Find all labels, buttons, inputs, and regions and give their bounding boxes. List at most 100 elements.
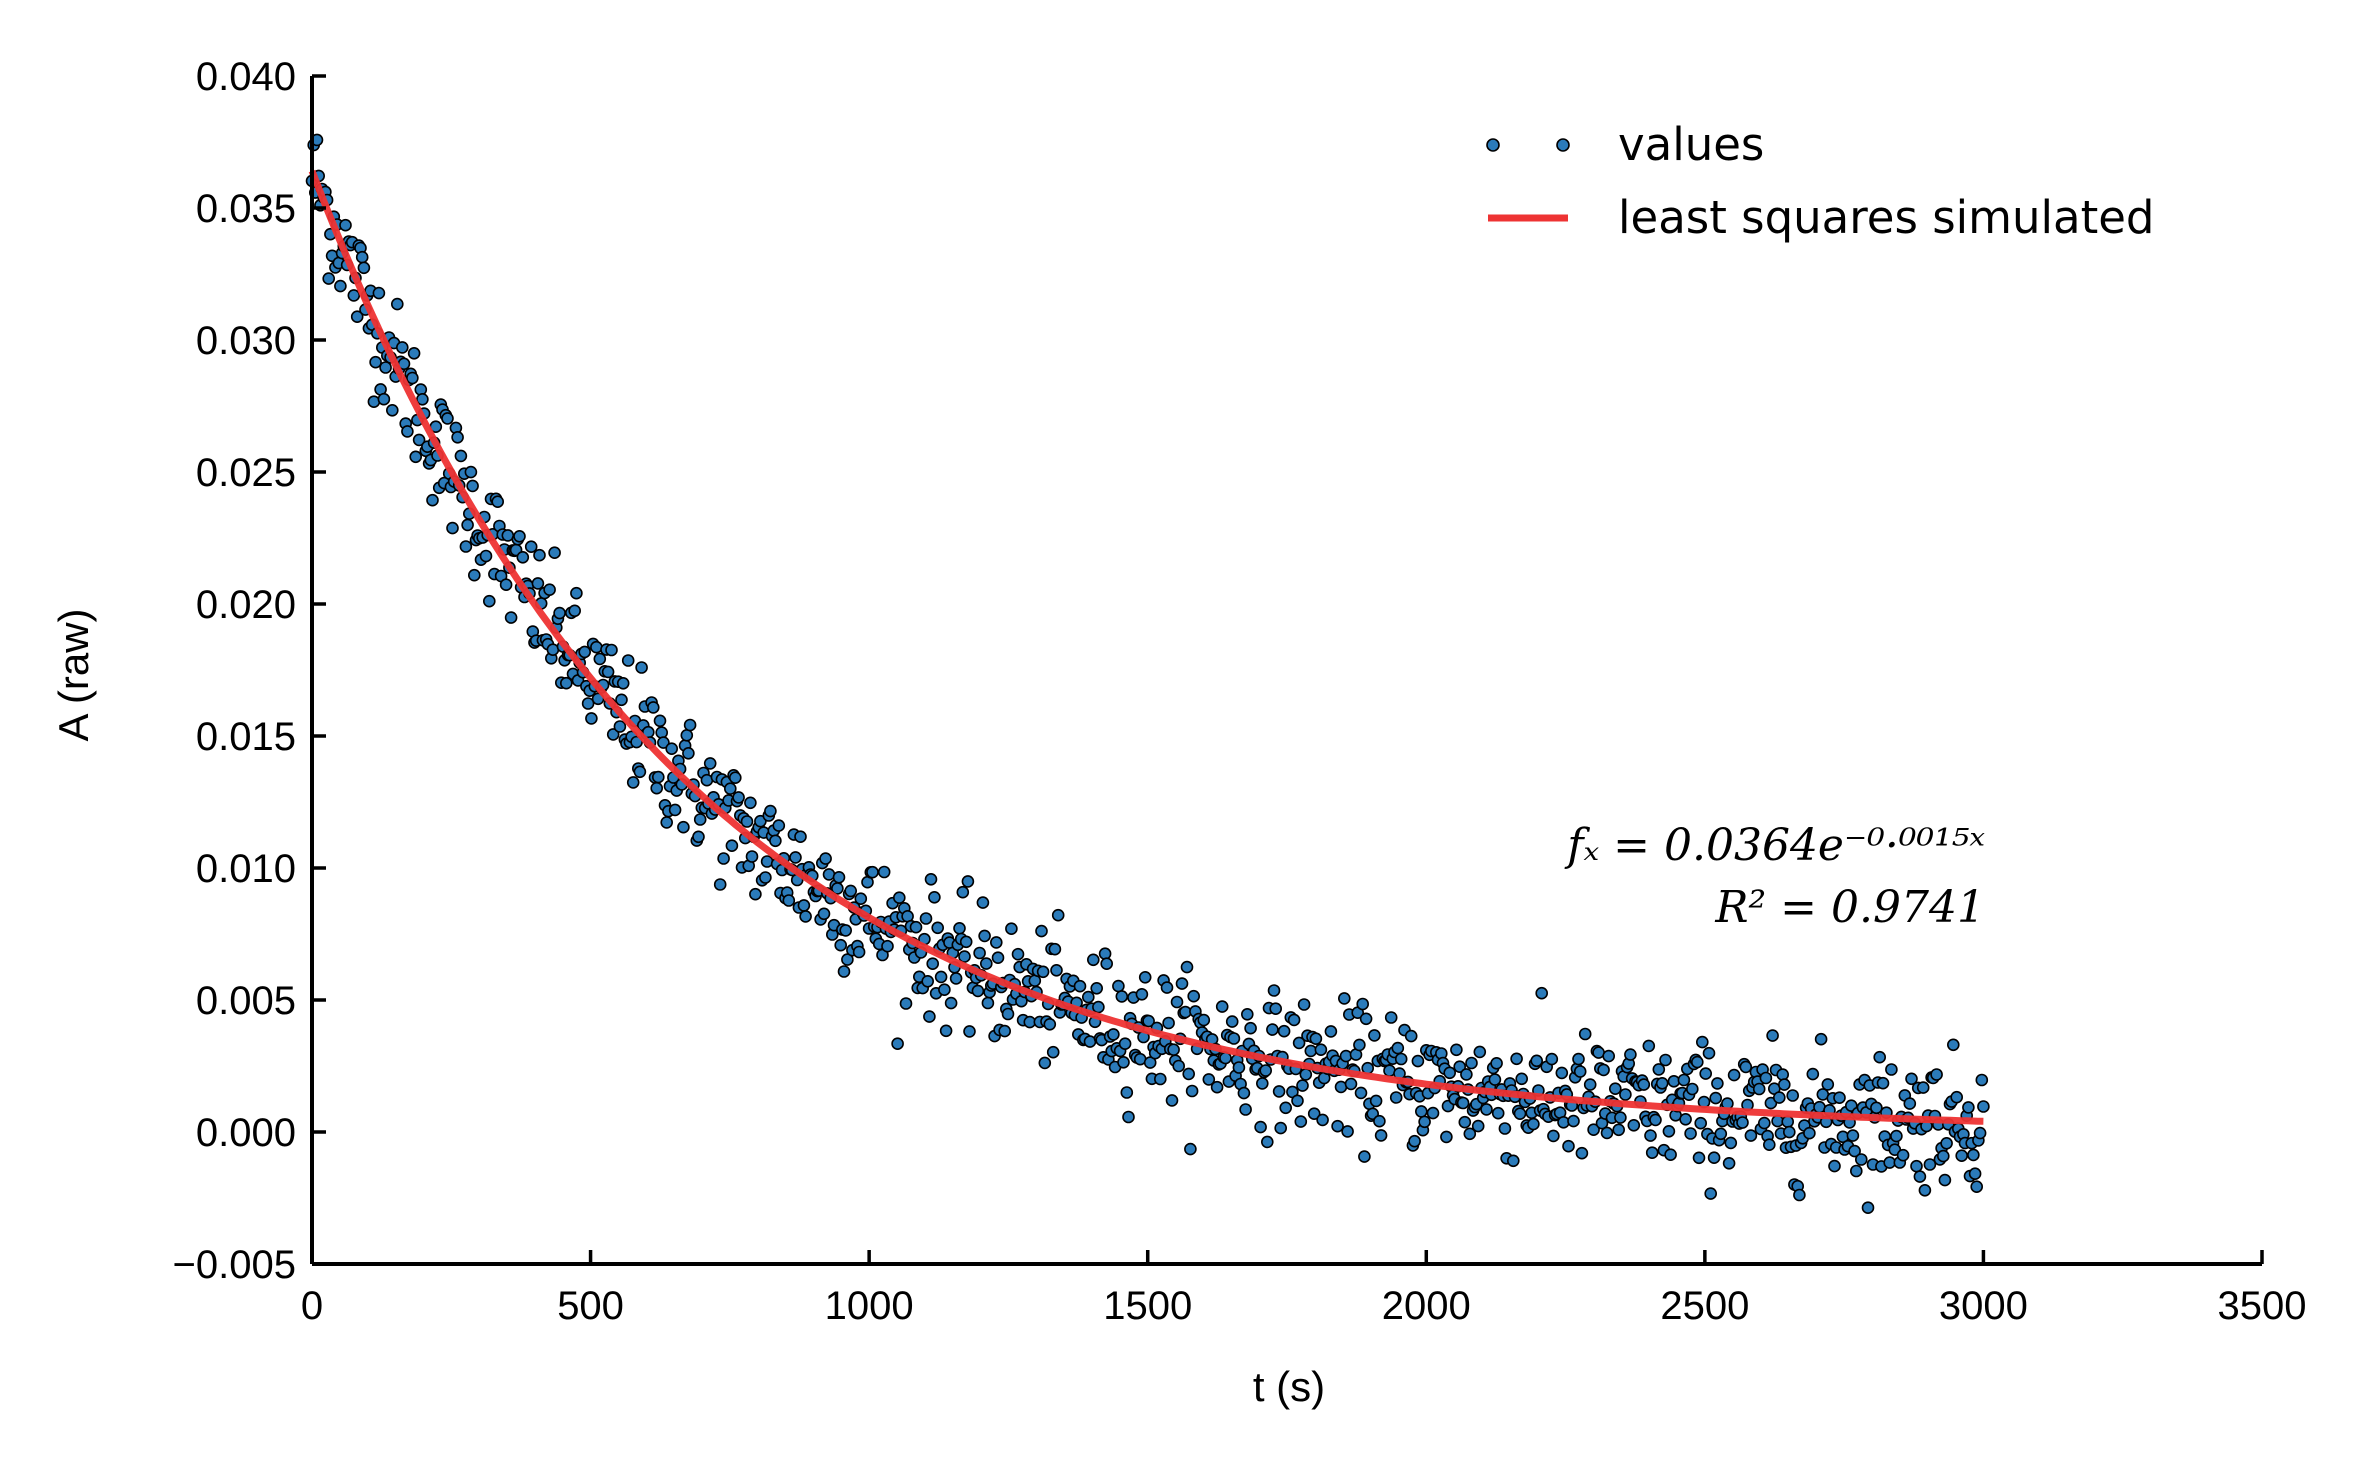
data-point [1885,1063,1898,1076]
data-point [630,735,643,749]
data-point [1649,1113,1662,1127]
data-point [1686,1082,1699,1096]
data-point [464,465,478,479]
data-point [1170,995,1184,1009]
data-point [459,540,473,553]
y-tick-label: 0.015 [196,715,296,759]
data-point [1087,953,1100,967]
data-point [543,583,556,597]
data-point [866,865,879,879]
data-point [1005,922,1018,936]
data-point [1535,986,1548,1000]
data-point [1291,1094,1304,1108]
data-point [548,546,561,560]
data-point [1241,1007,1254,1021]
data-point [1202,1073,1216,1086]
data-point [1180,960,1194,974]
data-point [1418,1115,1431,1129]
data-point [1269,1002,1282,1016]
data-point [1480,1103,1493,1116]
data-point [1896,1148,1910,1162]
data-point [769,834,782,848]
x-tick-label: 3500 [2218,1284,2307,1328]
data-point [385,403,399,417]
data-point [981,996,995,1010]
data-point [1090,981,1103,995]
data-point [1115,990,1129,1003]
data-point [963,1025,976,1038]
x-tick-label: 2500 [1660,1284,1749,1328]
data-point [665,742,679,756]
data-point [467,568,481,582]
data-point [1793,1188,1806,1202]
data-point [841,953,854,966]
data-point [1547,1129,1560,1143]
data-point [1408,1134,1421,1148]
legend-label-fit: least squares simulated [1618,191,2154,244]
data-point [570,586,583,600]
data-point [938,983,951,997]
data-point [1314,1043,1328,1056]
data-point [1184,1142,1197,1156]
data-point [646,701,660,714]
data-point [516,550,530,564]
data-point [1339,1049,1353,1063]
data-point [1515,1072,1528,1086]
data-point [971,984,985,998]
data-point [1187,989,1200,1003]
data-point [655,726,669,739]
data-point [1699,1067,1712,1080]
data-point [1011,947,1025,961]
data-point [683,718,697,732]
data-point [1266,1023,1279,1036]
data-point [1443,1066,1456,1080]
data-point [1714,1127,1728,1141]
x-tick-label: 1500 [1103,1284,1192,1328]
data-point [740,815,754,828]
y-tick-label: 0.035 [196,187,296,231]
data-point [406,371,419,385]
data-point [1530,1054,1543,1068]
data-point [881,939,894,953]
data-point [1051,908,1065,922]
data-point [1545,1052,1559,1066]
data-point [1046,1045,1060,1059]
data-point [1637,1078,1651,1091]
data-point [680,728,694,742]
data-point [1225,1015,1239,1028]
data-point [369,355,382,369]
data-point [524,540,538,554]
data-point [1453,1060,1466,1073]
data-point [745,850,759,863]
data-point [919,912,933,925]
data-point [1142,1014,1155,1028]
data-point [660,816,674,829]
data-point [1507,1154,1520,1168]
data-point [1736,1116,1749,1129]
data-point [839,924,853,937]
data-point [1692,1151,1706,1165]
data-point [650,781,664,795]
data-point [1679,1113,1692,1126]
data-point [877,865,891,879]
data-point [1353,1038,1366,1052]
data-point [1850,1164,1863,1178]
data-point [693,813,707,826]
data-point [1082,990,1095,1004]
data-point [1277,1024,1291,1038]
data-point [1299,1068,1313,1081]
data-point [1597,1063,1610,1077]
data-point [1977,1100,1990,1113]
data-point [593,652,607,666]
scatter-points [305,133,1990,1214]
data-point [616,676,630,690]
data-point [961,875,975,888]
data-point [1968,1167,1982,1180]
data-point [1117,1056,1130,1069]
data-point [482,594,496,608]
data-point [1294,1115,1308,1128]
data-point [409,450,423,464]
y-tick-label: 0.025 [196,451,296,495]
data-point [978,929,991,943]
fit-curve [308,169,1984,1125]
